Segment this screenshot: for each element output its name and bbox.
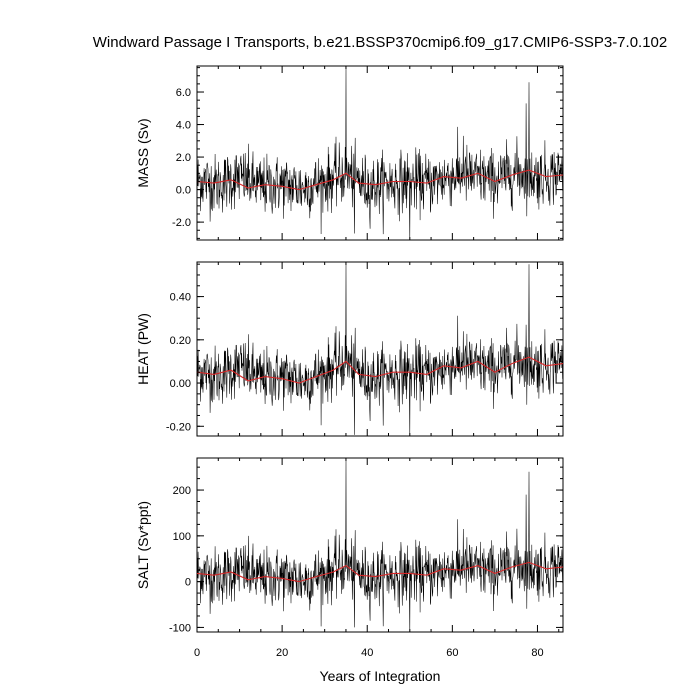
y-tick-label: 0.40 — [170, 292, 191, 304]
y-tick-label: -2.0 — [172, 217, 191, 229]
smoothed-series-line — [196, 561, 564, 583]
y-tick-label: 0 — [185, 577, 191, 589]
panel-frame — [196, 65, 564, 241]
smoothed-series-line — [196, 169, 564, 191]
x-axis: 0 20 40 60 80 — [194, 647, 544, 659]
y-tick-label: 100 — [173, 531, 191, 543]
panel-frame — [196, 457, 564, 633]
panels: -2.0 0.0 2.0 4.0 6.0 MASS (Sv) -0.20 0.00 0.20 0.… — [135, 65, 564, 634]
panel-3: -100 0 100 200 SALT (Sv*ppt) — [135, 457, 564, 634]
y-axis-label: MASS (Sv) — [135, 118, 151, 187]
y-tick-label: 2.0 — [176, 152, 191, 164]
raw-series-line — [196, 264, 563, 435]
panel-2: -0.20 0.00 0.20 0.40 HEAT (PW) — [135, 261, 564, 437]
x-axis-label: Years of Integration — [320, 668, 441, 684]
y-tick-label: 6.0 — [176, 87, 191, 99]
x-tick-label: 40 — [361, 647, 373, 659]
y-axis-label: HEAT (PW) — [135, 313, 151, 385]
x-tick-label: 80 — [531, 647, 543, 659]
y-tick-label: -100 — [169, 622, 191, 634]
smoothed-series-line — [196, 356, 564, 384]
raw-series-line — [196, 460, 563, 633]
y-tick-label: 0.00 — [170, 378, 191, 390]
panel-frame — [196, 261, 564, 437]
y-tick-label: -0.20 — [166, 421, 191, 433]
chart-title: Windward Passage I Transports, b.e21.BSS… — [93, 34, 667, 51]
raw-series-line — [196, 67, 563, 241]
x-tick-label: 60 — [446, 647, 458, 659]
x-tick-label: 20 — [276, 647, 288, 659]
x-tick-label: 0 — [194, 647, 200, 659]
y-axis-label: SALT (Sv*ppt) — [135, 501, 151, 589]
y-tick-label: 200 — [173, 485, 191, 497]
panel-1: -2.0 0.0 2.0 4.0 6.0 MASS (Sv) — [135, 65, 564, 241]
y-tick-label: 4.0 — [176, 120, 191, 132]
y-tick-label: 0.20 — [170, 335, 191, 347]
y-tick-label: 0.0 — [176, 185, 191, 197]
